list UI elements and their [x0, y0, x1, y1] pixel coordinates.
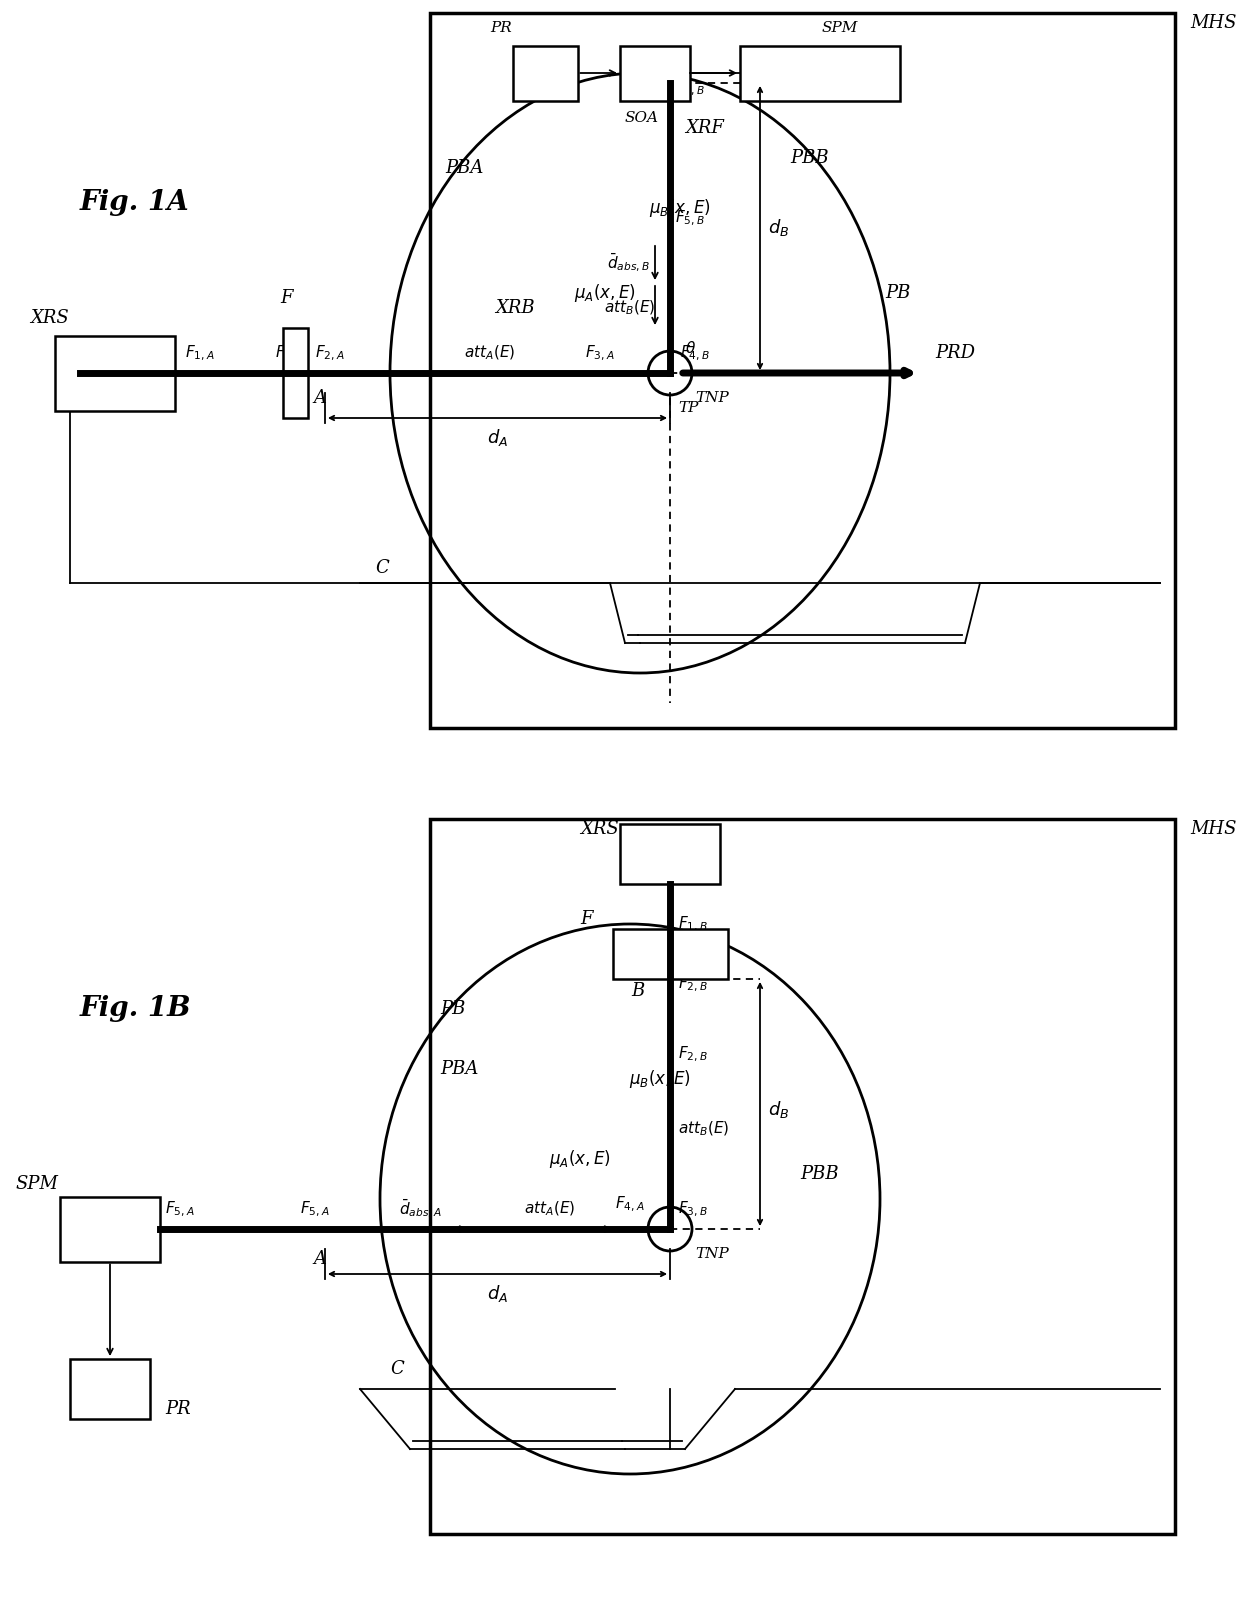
Text: MHS: MHS	[1190, 15, 1236, 32]
Text: $F_{3,B}$: $F_{3,B}$	[678, 1199, 708, 1219]
Text: $F_{5,B}$: $F_{5,B}$	[675, 208, 704, 227]
Text: PR: PR	[97, 1380, 123, 1398]
Text: SPM: SPM	[822, 21, 858, 35]
Text: TNP: TNP	[694, 1248, 729, 1261]
Text: PB: PB	[440, 999, 465, 1019]
Text: SOA: SOA	[625, 111, 658, 126]
Text: $att_A(E)$: $att_A(E)$	[525, 1199, 575, 1219]
Text: $F_{0,A}$: $F_{0,A}$	[98, 363, 133, 384]
Text: $F_{4,A}$: $F_{4,A}$	[615, 1194, 645, 1214]
Text: TNP: TNP	[694, 392, 729, 405]
Bar	[613, 929, 728, 978]
Text: $d_B$: $d_B$	[768, 218, 790, 239]
Text: F: F	[580, 911, 593, 929]
Text: $F_{3,A}$: $F_{3,A}$	[585, 343, 615, 363]
Bar	[60, 1196, 160, 1262]
Bar	[620, 824, 720, 883]
Text: $d_A$: $d_A$	[487, 1283, 508, 1304]
Text: A: A	[314, 1249, 326, 1269]
Bar	[430, 13, 1176, 729]
Text: XRB: XRB	[495, 298, 534, 318]
Text: XRF: XRF	[684, 119, 724, 137]
Text: MHS: MHS	[1190, 821, 1236, 838]
Text: $F_{2,B}$: $F_{2,B}$	[678, 974, 708, 993]
Text: $\mu_A(x,E)$: $\mu_A(x,E)$	[549, 1148, 611, 1170]
Text: Fig. 1A: Fig. 1A	[81, 190, 190, 216]
Bar	[620, 45, 689, 100]
Text: $F_{5,A}$: $F_{5,A}$	[93, 1219, 128, 1240]
Bar	[69, 1359, 150, 1419]
Text: TP: TP	[678, 401, 698, 414]
Text: $F_{2,B}$: $F_{2,B}$	[678, 1045, 708, 1064]
Text: XRS: XRS	[30, 310, 68, 327]
Text: PBA: PBA	[445, 160, 484, 177]
Text: $F_{1,B}$: $F_{1,B}$	[678, 914, 708, 933]
Text: C: C	[374, 559, 389, 577]
Text: PR: PR	[165, 1399, 191, 1419]
Text: $\mu_B(x,E)$: $\mu_B(x,E)$	[629, 1069, 691, 1090]
Text: Fig. 1B: Fig. 1B	[81, 996, 192, 1022]
Text: F: F	[663, 945, 676, 962]
Text: A: A	[314, 388, 326, 406]
Text: XRS: XRS	[580, 821, 619, 838]
Text: F: F	[280, 289, 293, 306]
Text: $F_{2,A}$: $F_{2,A}$	[275, 343, 305, 363]
Text: PR: PR	[490, 21, 512, 35]
Text: $att_B(E)$: $att_B(E)$	[604, 298, 655, 318]
Text: $F_{4,B}$: $F_{4,B}$	[680, 343, 709, 363]
Text: PB: PB	[885, 284, 910, 301]
Bar	[512, 45, 578, 100]
Text: PBB: PBB	[790, 148, 828, 168]
Text: PBB: PBB	[800, 1165, 838, 1183]
Text: $\bar{d}_{abs,B}$: $\bar{d}_{abs,B}$	[608, 251, 650, 274]
Text: $\theta$: $\theta$	[684, 340, 696, 356]
Text: $d_A$: $d_A$	[487, 427, 508, 448]
Bar	[430, 819, 1176, 1535]
Text: B: B	[645, 85, 658, 105]
Bar	[283, 327, 308, 418]
Text: $F_{5,A}$: $F_{5,A}$	[300, 1199, 330, 1219]
Text: PRD: PRD	[935, 343, 975, 363]
Text: $F_{2,A}$: $F_{2,A}$	[315, 343, 345, 363]
Text: $d_B$: $d_B$	[768, 1098, 790, 1119]
Text: $att_A(E)$: $att_A(E)$	[465, 343, 516, 363]
Text: C: C	[391, 1361, 404, 1378]
Text: $\bar{d}_{abs,A}$: $\bar{d}_{abs,A}$	[398, 1198, 441, 1220]
Text: SPM: SPM	[15, 1175, 58, 1193]
Text: $att_B(E)$: $att_B(E)$	[678, 1120, 729, 1138]
Text: $\mu_A(x,E)$: $\mu_A(x,E)$	[574, 282, 636, 305]
Text: $F_{5,B}$: $F_{5,B}$	[675, 79, 704, 98]
Text: $F_{1,A}$: $F_{1,A}$	[185, 343, 215, 363]
Bar	[55, 335, 175, 411]
Text: $\mu_B(x,E)$: $\mu_B(x,E)$	[650, 197, 711, 219]
Text: $F_{5,A}$: $F_{5,A}$	[165, 1199, 195, 1219]
Bar	[740, 45, 900, 100]
Text: $F_{0,B}$: $F_{0,B}$	[652, 843, 687, 864]
Text: PBA: PBA	[440, 1061, 479, 1078]
Text: B: B	[631, 982, 645, 999]
